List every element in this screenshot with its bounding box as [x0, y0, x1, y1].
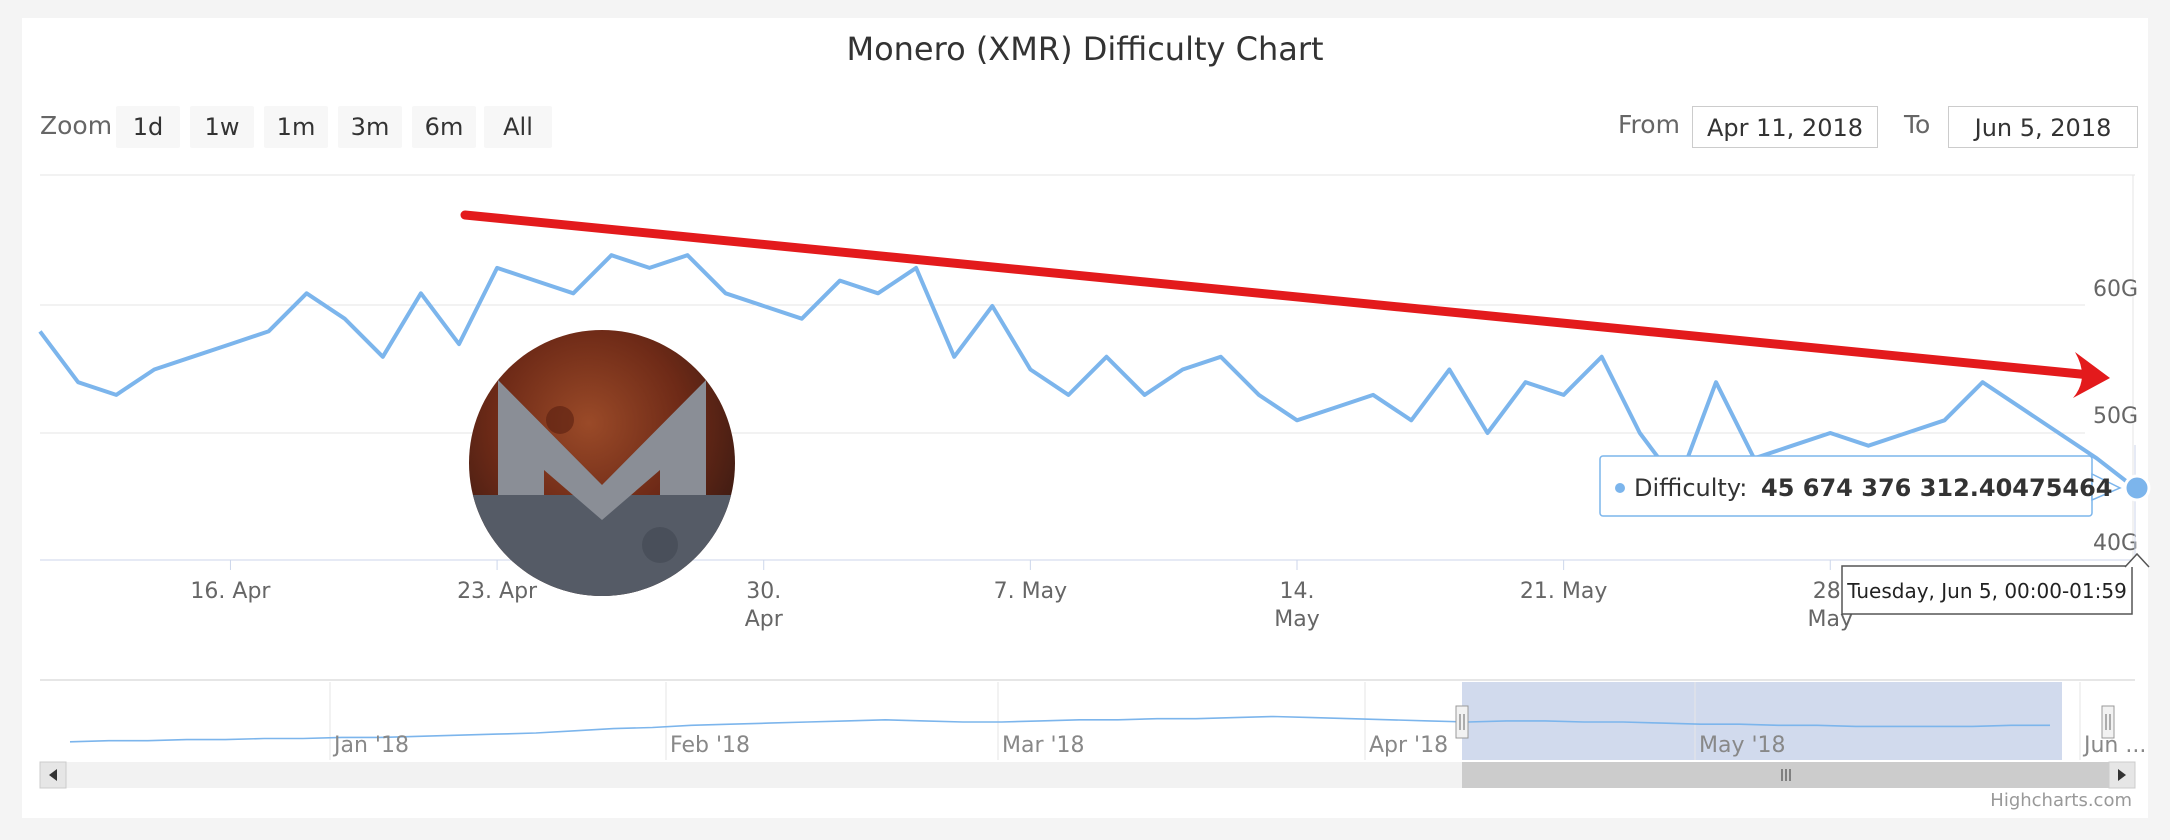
navigator-label: Jan '18	[332, 733, 409, 758]
tooltip-series-dot	[1615, 483, 1625, 493]
zoom-label: Zoom	[40, 111, 113, 140]
x-tick-label: 23. Apr	[457, 579, 538, 604]
highcharts-credit[interactable]: Highcharts.com	[1990, 790, 2132, 811]
navigator-label: Apr '18	[1369, 733, 1448, 758]
navigator-left-handle[interactable]	[1455, 705, 1469, 739]
x-tick-label: 21. May	[1520, 579, 1607, 604]
zoom-6m-button[interactable]: 6m	[412, 106, 476, 148]
x-tick-label: 16. Apr	[190, 579, 271, 604]
tooltip-series-label: Difficulty:	[1634, 474, 1747, 502]
zoom-1w-button[interactable]: 1w	[190, 106, 254, 148]
navigator-label: Mar '18	[1002, 733, 1085, 758]
x-tick-label: May	[1274, 607, 1319, 632]
navigator-label: Feb '18	[670, 733, 750, 758]
navigator-series-line	[69, 715, 2050, 743]
monero-moon-icon	[469, 330, 735, 596]
range-to-label: To	[1904, 110, 1931, 139]
difficulty-series-line	[38, 253, 2137, 490]
y-tick-label: 60G	[2093, 277, 2138, 302]
chart-title: Monero (XMR) Difficulty Chart	[846, 30, 1324, 68]
hover-point-marker	[2123, 474, 2151, 502]
x-tick-label: 14.	[1280, 579, 1315, 604]
trend-arrowhead-icon	[2073, 352, 2110, 398]
navigator-right-handle[interactable]	[2101, 705, 2115, 739]
x-tick-label: 7. May	[994, 579, 1067, 604]
range-to-input[interactable]: Jun 5, 2018	[1948, 106, 2138, 148]
y-tick-label: 40G	[2093, 531, 2138, 556]
trend-arrow-line	[460, 210, 2095, 380]
tooltip-value: 45 674 376 312.40475464	[1761, 474, 2112, 502]
date-tooltip: Tuesday, Jun 5, 00:00-01:59	[1841, 552, 2150, 615]
x-tick-label: 30.	[746, 579, 781, 604]
date-tooltip-text: Tuesday, Jun 5, 00:00-01:59	[1846, 579, 2127, 603]
range-from-label: From	[1618, 110, 1680, 139]
navigator[interactable]: Jan '18 Feb '18 Mar '18 Apr '18 May '18 Jun .…	[40, 679, 2146, 760]
tooltip: Difficulty: 45 674 376 312.40475464	[1599, 455, 2122, 517]
scroll-right-arrow-icon	[2118, 769, 2126, 781]
range-from-input[interactable]: Apr 11, 2018	[1692, 106, 1878, 148]
navigator-label: May '18	[1699, 733, 1786, 758]
zoom-1m-button[interactable]: 1m	[264, 106, 328, 148]
zoom-all-button[interactable]: All	[484, 106, 552, 148]
zoom-3m-button[interactable]: 3m	[338, 106, 402, 148]
x-tick-label: Apr	[745, 607, 784, 632]
zoom-1d-button[interactable]: 1d	[116, 106, 180, 148]
svg-text:Difficulty: 45 674 376 3: Difficulty: 45 674 376 312.40475464	[1634, 474, 2113, 502]
scroll-left-arrow-icon	[49, 769, 57, 781]
scrollbar-thumb[interactable]	[1462, 762, 2112, 788]
y-tick-label: 50G	[2093, 404, 2138, 429]
y-axis-labels: 40G 50G 60G	[2093, 277, 2138, 556]
scrollbar[interactable]	[39, 761, 2136, 789]
